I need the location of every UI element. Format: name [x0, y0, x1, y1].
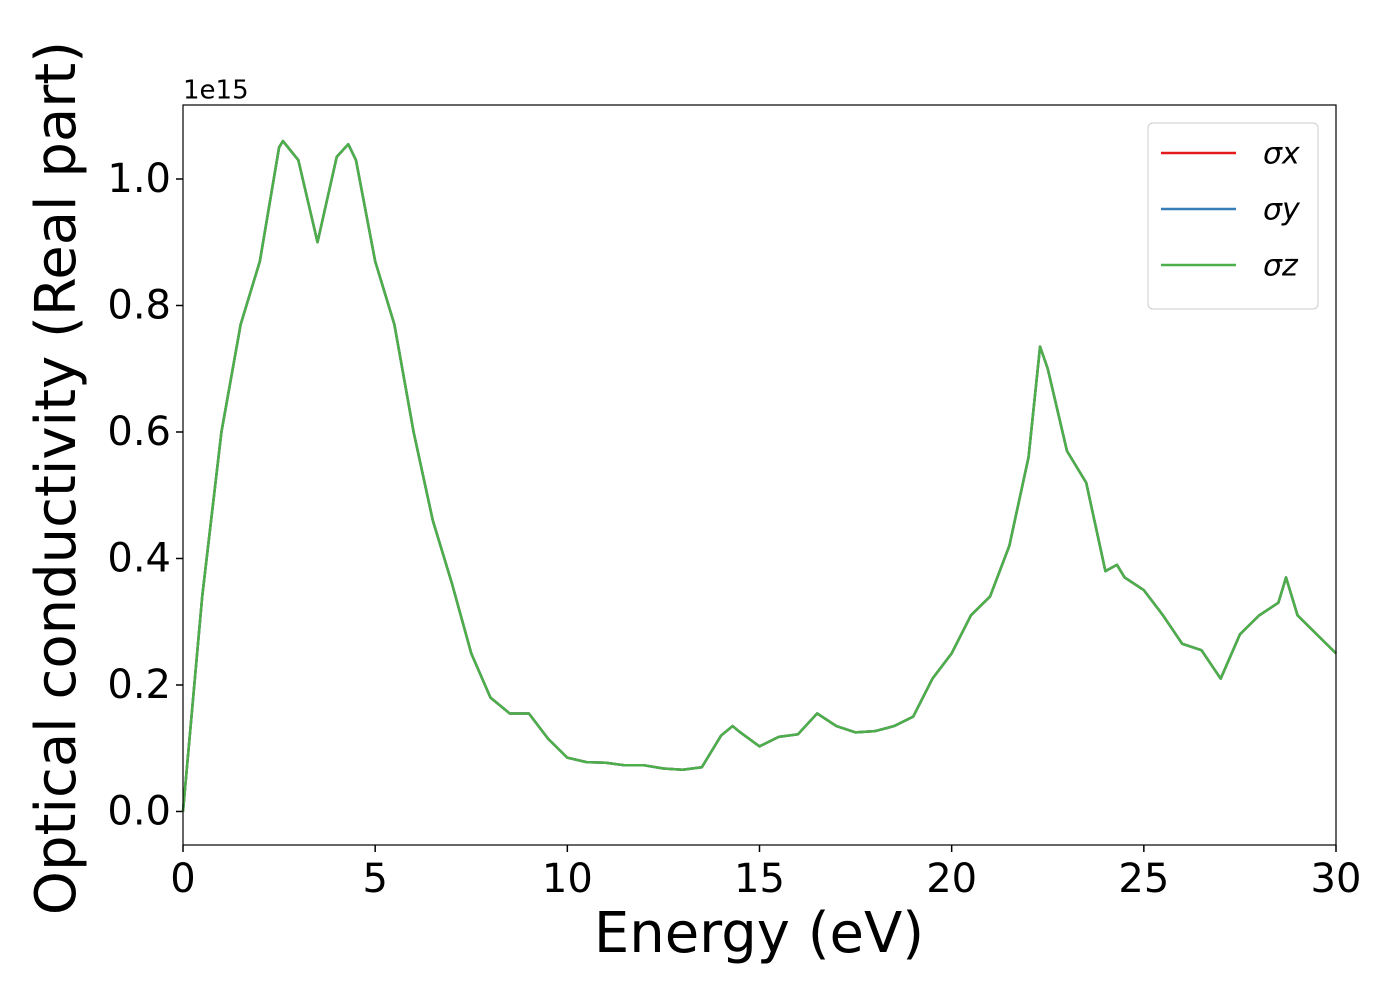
- plot-frame: [182, 104, 1337, 846]
- legend-label: σy: [1263, 193, 1301, 228]
- y-axis-label: Optical conductivity (Real part): [24, 41, 89, 915]
- legend-box: [1147, 122, 1319, 310]
- legend-label: σx: [1263, 137, 1300, 172]
- x-tick-label: 0: [170, 856, 195, 902]
- x-tick-label: 20: [926, 856, 977, 902]
- offset-text: 1e15: [183, 76, 249, 106]
- legend-label: σz: [1263, 249, 1299, 284]
- y-tick-label: 1.0: [107, 156, 171, 202]
- series-line: [181, 139, 1337, 812]
- x-tick-label: 5: [362, 856, 387, 902]
- x-tick-label: 25: [1118, 856, 1169, 902]
- x-tick-label: 30: [1311, 856, 1362, 902]
- x-tick-label: 10: [542, 856, 593, 902]
- y-tick-label: 0.2: [107, 662, 171, 708]
- x-tick-label: 15: [734, 856, 785, 902]
- y-tick-label: 0.4: [107, 535, 171, 581]
- y-tick-label: 0.8: [107, 282, 171, 328]
- y-tick-label: 0.0: [107, 788, 171, 834]
- x-axis-label: Energy (eV): [594, 901, 924, 966]
- y-tick-label: 0.6: [107, 409, 171, 455]
